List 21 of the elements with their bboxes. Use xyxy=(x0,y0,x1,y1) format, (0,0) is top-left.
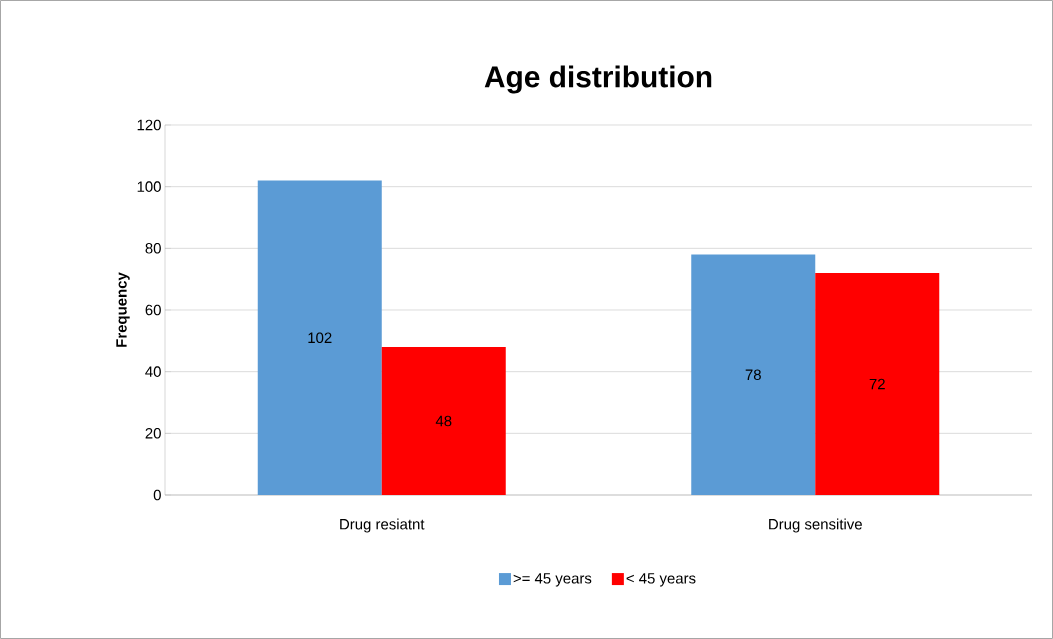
x-tick-label: Drug resiatnt xyxy=(340,518,425,533)
y-tick-label: 120 xyxy=(137,119,161,131)
data-label: 72 xyxy=(869,378,885,390)
data-label: 78 xyxy=(745,369,761,381)
bar xyxy=(815,273,940,495)
y-tick-label: 40 xyxy=(145,366,161,377)
y-tick-label: 60 xyxy=(145,304,161,316)
y-tick-label: 20 xyxy=(145,428,161,439)
y-tick-label: 80 xyxy=(145,243,161,254)
legend-label: >= 45 years xyxy=(513,573,592,587)
chart-title: Age distribution xyxy=(484,65,712,94)
y-tick-label: 0 xyxy=(153,489,161,501)
y-axis-title: Frequency xyxy=(116,272,130,347)
bar xyxy=(381,347,506,495)
bar xyxy=(257,180,382,495)
data-label: 102 xyxy=(308,332,332,344)
legend-label: < 45 years xyxy=(626,573,696,587)
data-label: 48 xyxy=(435,415,452,427)
y-tick-label: 100 xyxy=(137,181,161,192)
bar xyxy=(691,254,816,495)
x-tick-label: Drug sensitive xyxy=(769,518,862,533)
